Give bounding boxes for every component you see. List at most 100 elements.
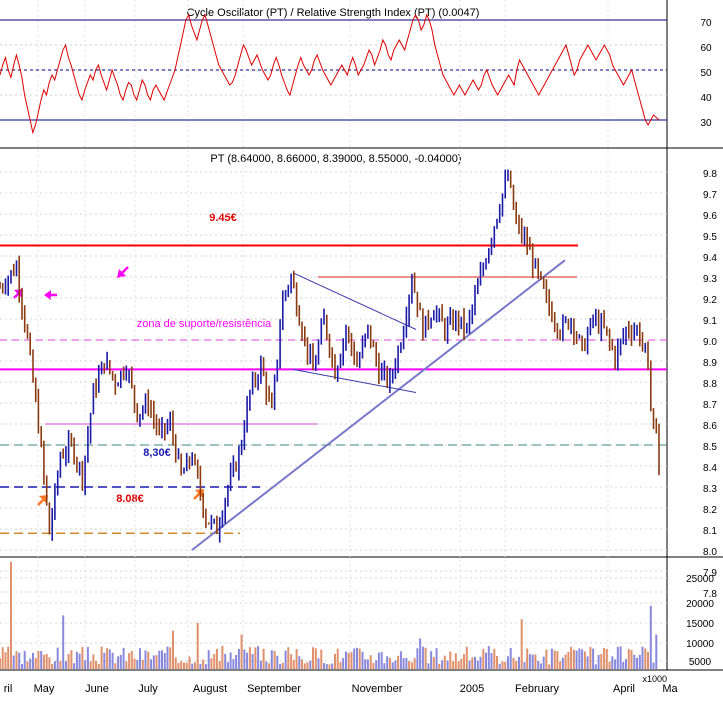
volume-bar	[243, 649, 246, 669]
volume-bar	[487, 646, 490, 669]
volume-bar	[70, 650, 73, 669]
volume-bar	[312, 647, 314, 669]
volume-bar	[419, 638, 422, 669]
volume-bar	[537, 660, 540, 669]
support-resistance-zone-label: zona de suporte/resistência	[137, 318, 272, 330]
volume-bar	[84, 660, 87, 669]
volume-tick-label: 25000	[686, 574, 714, 585]
volume-bars	[0, 561, 658, 669]
volume-bar	[21, 664, 23, 669]
volume-bar	[226, 662, 229, 669]
volume-bar	[262, 648, 265, 669]
price-axis-ticks: 9.8 9.7 9.6 9.5 9.4 9.3 9.2 9.1 9.0 8.9 …	[703, 169, 717, 600]
price-tick-label: 8.5	[703, 442, 717, 453]
x-axis-label: November	[352, 683, 403, 695]
volume-bar	[476, 660, 479, 669]
volume-bar	[128, 653, 131, 669]
volume-tick-label: 5000	[689, 657, 712, 668]
x-axis-label: April	[613, 683, 635, 695]
price-tick-label: 8.3	[703, 484, 717, 495]
volume-bar	[616, 646, 619, 669]
volume-bar	[454, 653, 457, 669]
volume-bar	[430, 651, 433, 669]
volume-bar	[614, 659, 617, 669]
magenta-arrow-icon	[117, 266, 129, 278]
orange-arrow-icon	[37, 495, 48, 506]
volume-bar	[268, 663, 271, 669]
price-tick-label: 9.8	[703, 169, 717, 180]
volume-bar	[218, 661, 221, 669]
price-level-lines	[0, 244, 667, 551]
volume-bar	[237, 649, 240, 669]
volume-bar	[301, 659, 303, 669]
volume-bar	[534, 654, 537, 669]
x-axis-label: Ma	[662, 683, 678, 695]
volume-bar	[482, 648, 485, 669]
volume-bar	[545, 649, 548, 669]
volume-bar	[172, 630, 174, 669]
volume-tick-label: 20000	[686, 599, 714, 610]
volume-bar	[479, 656, 482, 669]
triangle-upper-line	[292, 272, 417, 330]
triangle-lower-line	[292, 368, 417, 393]
volume-bar	[649, 605, 652, 669]
volume-bar	[630, 650, 633, 669]
volume-bar	[345, 651, 347, 669]
volume-bar	[97, 663, 100, 669]
volume-bar	[309, 660, 312, 669]
volume-bar	[391, 662, 394, 669]
volume-unit-label: x1000	[642, 674, 667, 684]
volume-bar	[402, 658, 405, 669]
volume-bar	[600, 654, 603, 669]
volume-bar	[81, 646, 84, 669]
volume-bar	[89, 661, 92, 669]
volume-bar	[498, 663, 501, 669]
volume-bar	[155, 655, 158, 669]
price-tick-label: 8.1	[703, 526, 717, 537]
volume-bar	[334, 653, 336, 669]
volume-bar	[589, 647, 592, 669]
volume-bar	[194, 662, 196, 669]
volume-bar	[438, 663, 441, 669]
volume-bar	[361, 651, 364, 669]
volume-bar	[117, 656, 120, 669]
volume-bar	[188, 656, 191, 669]
volume-bar	[331, 663, 334, 669]
volume-bar	[56, 647, 59, 669]
volume-bar	[166, 646, 169, 669]
volume-bar	[4, 652, 7, 669]
volume-bar	[95, 661, 98, 669]
volume-bar	[45, 654, 48, 669]
volume-bar	[191, 663, 194, 669]
volume-bar	[460, 658, 463, 669]
volume-bar	[62, 615, 65, 669]
volume-bar	[611, 656, 614, 669]
volume-bar	[474, 656, 476, 669]
volume-bar	[86, 647, 89, 669]
price-panel-title: PT (8.64000, 8.66000, 8.39000, 8.55000, …	[210, 153, 461, 165]
volume-bar	[125, 661, 128, 669]
volume-bar	[641, 646, 644, 669]
volume-bar	[336, 648, 339, 669]
volume-bar	[655, 634, 658, 669]
volume-bar	[446, 660, 449, 669]
volume-bar	[424, 647, 427, 669]
volume-bar	[583, 651, 586, 669]
level-830-label: 8,30€	[143, 447, 171, 459]
volume-bar	[210, 658, 213, 669]
volume-bar	[410, 662, 413, 669]
magenta-arrow-icon	[44, 290, 57, 300]
volume-bar	[366, 659, 369, 669]
volume-bar	[369, 655, 372, 669]
volume-bar	[520, 619, 523, 669]
price-tick-label: 8.9	[703, 358, 717, 369]
volume-bar	[100, 646, 103, 669]
volume-bar	[108, 649, 111, 669]
volume-bar	[221, 646, 224, 669]
volume-bar	[37, 651, 40, 669]
volume-bar	[644, 648, 647, 669]
volume-bar	[317, 658, 320, 669]
volume-bar	[169, 647, 172, 669]
volume-bar	[383, 663, 386, 669]
